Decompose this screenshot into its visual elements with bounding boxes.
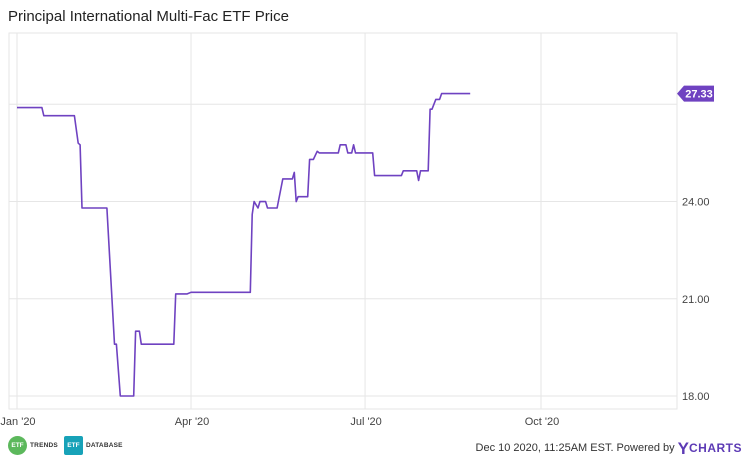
footer-logos: ETF TRENDS ETF DATABASE [8, 435, 129, 455]
etf-trends-mark: ETF [8, 435, 27, 455]
x-tick-label: Jan '20 [0, 416, 35, 428]
etf-database-text: DATABASE [85, 441, 123, 449]
price-line [17, 92, 471, 397]
y-axis-labels: 18.00 21.00 24.00 [682, 197, 710, 403]
last-value-tag [677, 85, 714, 102]
y-tick-label: 24.00 [682, 197, 710, 209]
x-axis-labels: Jan '20 Apr '20 Jul '20 Oct '20 [0, 416, 559, 428]
y-tick-label: 21.00 [682, 294, 710, 306]
x-tick-label: Oct '20 [525, 416, 560, 428]
ycharts-logo-mark: Y [677, 438, 689, 458]
x-tick-label: Apr '20 [175, 416, 210, 428]
footer-attribution: Dec 10 2020, 11:25AM EST. Powered by Y C… [475, 438, 742, 458]
last-value-label: 27.33 [677, 85, 714, 102]
last-value-text: 27.33 [685, 89, 713, 101]
x-tick-label: Jul '20 [350, 416, 381, 428]
ycharts-logo-text: CHARTS [689, 441, 742, 455]
plot-frame [8, 32, 678, 410]
grid-lines [8, 32, 678, 410]
timestamp: Dec 10 2020, 11:25AM EST. Powered by [475, 442, 675, 454]
chart-title: Principal International Multi-Fac ETF Pr… [8, 8, 289, 25]
etf-database-mark: ETF [63, 435, 83, 455]
y-tick-label: 18.00 [682, 391, 710, 403]
etf-trends-text: TRENDS [30, 441, 58, 449]
etf-trends-logo: ETF TRENDS [8, 435, 58, 455]
etf-database-logo: ETF DATABASE [63, 435, 123, 455]
